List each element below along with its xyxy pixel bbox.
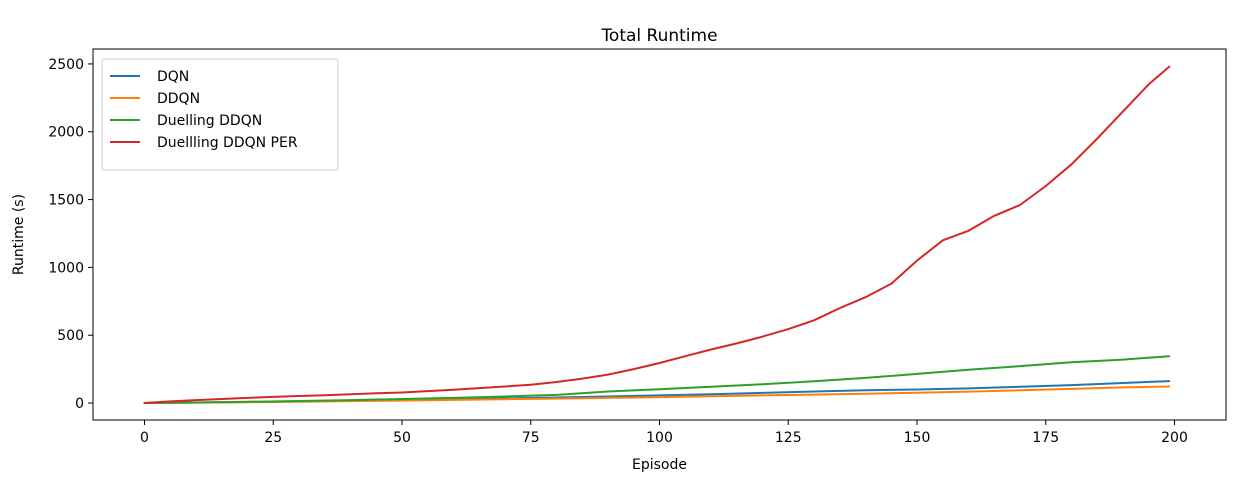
x-tick-label: 175 bbox=[1032, 430, 1059, 446]
legend-label: DQN bbox=[157, 69, 189, 85]
legend-box bbox=[101, 58, 339, 171]
x-tick-label: 150 bbox=[904, 430, 931, 446]
x-tick-label: 0 bbox=[140, 430, 149, 446]
x-tick-label: 50 bbox=[393, 430, 411, 446]
series-line-1 bbox=[143, 380, 1171, 404]
legend: DQN DDQN Duelling DDQN Duellling DDQN PER bbox=[101, 58, 339, 171]
x-axis-ticks: 0 25 50 75 100 125 150 175 200 bbox=[140, 420, 1188, 446]
y-tick-label: 2500 bbox=[48, 57, 84, 73]
y-tick-label: 2000 bbox=[48, 125, 84, 141]
x-tick-label: 75 bbox=[522, 430, 540, 446]
legend-label: DDQN bbox=[157, 91, 200, 107]
legend-label: Duelling DDQN bbox=[157, 113, 262, 129]
x-axis-label: Episode bbox=[632, 457, 687, 473]
y-axis-ticks: 0 500 1000 1500 2000 2500 bbox=[48, 57, 93, 412]
legend-label: Duellling DDQN PER bbox=[157, 135, 298, 151]
y-axis-label: Runtime (s) bbox=[11, 194, 27, 275]
x-tick-label: 100 bbox=[646, 430, 673, 446]
series-lines bbox=[143, 65, 1171, 404]
chart-title: Total Runtime bbox=[600, 26, 717, 46]
y-tick-label: 500 bbox=[57, 328, 84, 344]
series-line-4 bbox=[143, 65, 1171, 404]
plot-area-frame bbox=[92, 48, 1227, 421]
x-tick-label: 200 bbox=[1161, 430, 1188, 446]
y-tick-label: 1000 bbox=[48, 260, 84, 276]
y-tick-label: 0 bbox=[75, 396, 84, 412]
series-line-3 bbox=[143, 355, 1171, 404]
x-tick-label: 125 bbox=[775, 430, 802, 446]
y-tick-label: 1500 bbox=[48, 193, 84, 209]
x-tick-label: 25 bbox=[264, 430, 282, 446]
